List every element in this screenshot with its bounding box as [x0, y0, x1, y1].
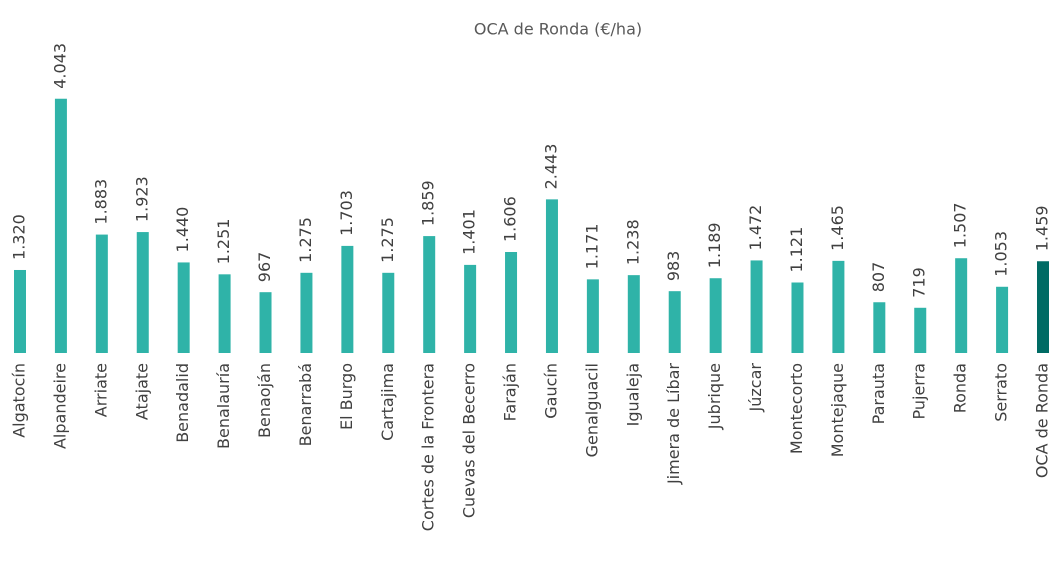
bar — [1037, 261, 1049, 353]
value-label: 1.238 — [623, 219, 642, 265]
x-tick-label: El Burgo — [337, 363, 356, 430]
bar — [218, 274, 231, 353]
bar — [914, 307, 927, 353]
x-tick-label: Pujerra — [910, 363, 929, 419]
x-tick-label: Serrato — [992, 363, 1011, 422]
chart-title: OCA de Ronda (€/ha) — [474, 20, 642, 39]
value-label: 1.606 — [501, 196, 520, 242]
value-label: 1.275 — [296, 217, 315, 263]
x-tick-label: Ronda — [951, 363, 970, 413]
value-label: 1.053 — [992, 231, 1011, 277]
bar — [545, 199, 558, 353]
bar — [464, 264, 477, 353]
bar — [382, 272, 395, 353]
value-label: 1.171 — [582, 224, 601, 270]
x-tick-label: Arriate — [91, 363, 110, 417]
x-tick-label: Genalguacil — [582, 363, 601, 457]
value-label: 1.189 — [705, 222, 724, 268]
bar — [586, 279, 599, 353]
bar — [505, 252, 518, 353]
bar — [668, 291, 681, 353]
x-tick-label: Atajate — [132, 363, 151, 420]
bar — [95, 234, 108, 353]
bar — [832, 260, 845, 353]
bar — [14, 269, 26, 353]
value-label: 4.043 — [50, 43, 69, 89]
value-label: 807 — [869, 262, 888, 293]
value-label: 1.459 — [1033, 205, 1052, 251]
x-tick-label: Montecorto — [787, 363, 806, 454]
x-tick-label: Alpandeire — [50, 363, 69, 449]
value-label: 1.703 — [337, 190, 356, 236]
bar — [709, 278, 722, 353]
bar — [300, 272, 313, 353]
bar — [54, 98, 67, 353]
value-label: 1.275 — [378, 217, 397, 263]
bar — [873, 302, 886, 353]
value-label: 2.443 — [541, 144, 560, 190]
x-tick-label: Faraján — [501, 363, 520, 421]
x-tick-label: Júzcar — [746, 363, 765, 413]
x-tick-label: Jubrique — [705, 363, 724, 430]
value-label: 1.121 — [787, 227, 806, 273]
value-label: 1.923 — [132, 176, 151, 222]
value-label: 967 — [255, 252, 274, 283]
x-tick-label: Benaoján — [255, 363, 274, 438]
value-label: 1.883 — [91, 179, 110, 225]
x-tick-label: Gaucín — [541, 363, 560, 419]
bar — [627, 275, 640, 353]
x-tick-label: Benarrabá — [296, 363, 315, 446]
value-label: 1.859 — [419, 180, 438, 226]
x-tick-label: Cuevas del Becerro — [460, 363, 479, 518]
bar — [791, 282, 804, 353]
x-tick-label: Benalauría — [214, 363, 233, 449]
value-label: 1.251 — [214, 219, 233, 265]
x-tick-label: Benadalid — [173, 363, 192, 443]
value-label: 1.320 — [10, 214, 29, 260]
x-tick-label: Parauta — [869, 363, 888, 424]
bar — [996, 286, 1009, 353]
bar — [750, 260, 763, 353]
value-label: 1.401 — [460, 209, 479, 255]
value-label: 1.507 — [951, 202, 970, 248]
x-tick-label: Algatocín — [10, 363, 29, 438]
bar — [136, 232, 149, 353]
x-tick-label: Cartajima — [378, 363, 397, 441]
x-tick-label: Jimera de Líbar — [664, 363, 683, 485]
bar — [259, 292, 272, 353]
x-tick-label: Cortes de la Frontera — [419, 363, 438, 531]
value-label: 983 — [664, 251, 683, 282]
x-tick-label: Igualeja — [623, 363, 642, 426]
value-label: 719 — [910, 267, 929, 298]
x-tick-label: OCA de Ronda — [1033, 363, 1052, 478]
value-label: 1.440 — [173, 207, 192, 253]
x-tick-label: Montejaque — [828, 363, 847, 457]
value-label: 1.465 — [828, 205, 847, 251]
value-label: 1.472 — [746, 205, 765, 251]
bar — [955, 258, 968, 353]
bar — [341, 245, 354, 353]
bar — [423, 236, 436, 353]
bar — [177, 262, 190, 353]
